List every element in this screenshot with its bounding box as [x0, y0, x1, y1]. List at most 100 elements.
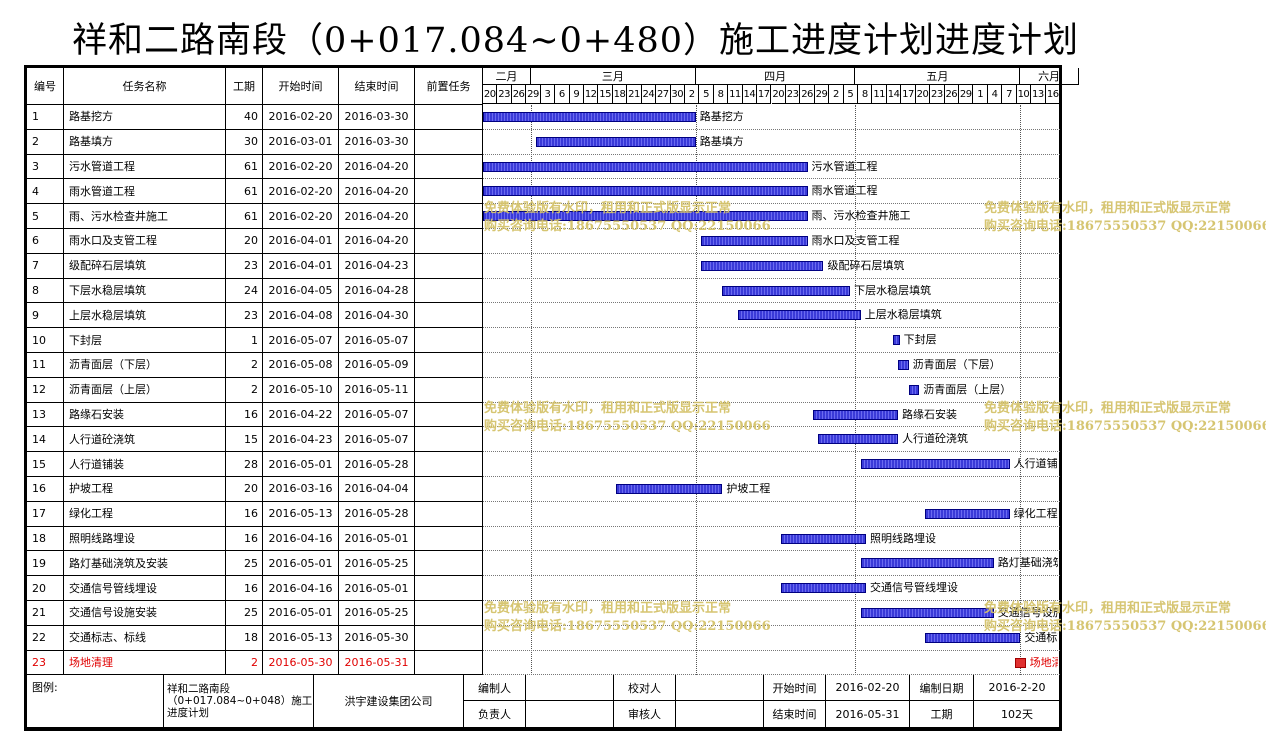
task-duration-cell[interactable]: 23	[226, 303, 263, 329]
task-pred-cell[interactable]	[415, 452, 483, 477]
task-duration-cell[interactable]: 23	[226, 253, 263, 279]
task-duration-cell[interactable]: 16	[226, 402, 263, 428]
task-name-cell[interactable]: 雨水管道工程	[64, 179, 226, 205]
task-no-cell[interactable]: 9	[27, 303, 64, 329]
header-end[interactable]: 结束时间	[339, 68, 415, 105]
task-pred-cell[interactable]	[415, 303, 483, 329]
task-pred-cell[interactable]	[415, 204, 483, 229]
task-end-cell[interactable]: 2016-05-07	[339, 427, 415, 453]
task-start-cell[interactable]: 2016-05-10	[263, 377, 339, 403]
task-start-cell[interactable]: 2016-03-01	[263, 129, 339, 155]
task-pred-cell[interactable]	[415, 526, 483, 552]
task-no-cell[interactable]: 23	[27, 650, 64, 676]
task-start-cell[interactable]: 2016-02-20	[263, 204, 339, 229]
task-name-cell[interactable]: 照明线路埋设	[64, 526, 226, 552]
task-duration-cell[interactable]: 24	[226, 278, 263, 304]
task-end-cell[interactable]: 2016-05-30	[339, 625, 415, 651]
task-name-cell[interactable]: 路灯基础浇筑及安装	[64, 551, 226, 577]
gantt-bar[interactable]	[536, 136, 696, 147]
task-name-cell[interactable]: 护坡工程	[64, 477, 226, 502]
task-start-cell[interactable]: 2016-04-08	[263, 303, 339, 329]
task-start-cell[interactable]: 2016-05-01	[263, 551, 339, 577]
task-no-cell[interactable]: 3	[27, 154, 64, 180]
task-end-cell[interactable]: 2016-04-20	[339, 204, 415, 229]
task-pred-cell[interactable]	[415, 179, 483, 205]
gantt-bar[interactable]	[483, 112, 696, 122]
gantt-bar[interactable]	[483, 186, 808, 197]
task-end-cell[interactable]: 2016-04-28	[339, 278, 415, 304]
header-duration[interactable]: 工期	[226, 68, 263, 105]
task-no-cell[interactable]: 6	[27, 229, 64, 254]
task-no-cell[interactable]: 16	[27, 477, 64, 502]
task-end-cell[interactable]: 2016-05-01	[339, 576, 415, 601]
task-no-cell[interactable]: 17	[27, 501, 64, 527]
task-end-cell[interactable]: 2016-05-11	[339, 377, 415, 403]
task-start-cell[interactable]: 2016-05-30	[263, 650, 339, 676]
gantt-bar[interactable]	[860, 558, 994, 569]
task-duration-cell[interactable]: 2	[226, 353, 263, 378]
task-end-cell[interactable]: 2016-03-30	[339, 105, 415, 130]
task-end-cell[interactable]: 2016-05-07	[339, 328, 415, 353]
gantt-bar[interactable]	[616, 484, 723, 494]
task-end-cell[interactable]: 2016-05-25	[339, 601, 415, 626]
gantt-bar[interactable]	[908, 384, 920, 395]
task-name-cell[interactable]: 下封层	[64, 328, 226, 353]
task-end-cell[interactable]: 2016-05-31	[339, 650, 415, 676]
task-name-cell[interactable]: 路基填方	[64, 129, 226, 155]
task-start-cell[interactable]: 2016-04-16	[263, 526, 339, 552]
task-start-cell[interactable]: 2016-05-08	[263, 353, 339, 378]
task-pred-cell[interactable]	[415, 105, 483, 130]
task-start-cell[interactable]: 2016-04-23	[263, 427, 339, 453]
task-name-cell[interactable]: 下层水稳层填筑	[64, 278, 226, 304]
task-pred-cell[interactable]	[415, 353, 483, 378]
task-end-cell[interactable]: 2016-05-28	[339, 501, 415, 527]
gantt-bar[interactable]	[780, 583, 867, 594]
task-end-cell[interactable]: 2016-03-30	[339, 129, 415, 155]
task-end-cell[interactable]: 2016-04-20	[339, 154, 415, 180]
task-no-cell[interactable]: 11	[27, 353, 64, 378]
task-duration-cell[interactable]: 30	[226, 129, 263, 155]
task-duration-cell[interactable]: 20	[226, 229, 263, 254]
task-pred-cell[interactable]	[415, 601, 483, 626]
task-start-cell[interactable]: 2016-05-13	[263, 501, 339, 527]
gantt-bar[interactable]	[722, 285, 851, 296]
task-duration-cell[interactable]: 40	[226, 105, 263, 130]
task-no-cell[interactable]: 12	[27, 377, 64, 403]
task-no-cell[interactable]: 1	[27, 105, 64, 130]
task-start-cell[interactable]: 2016-05-01	[263, 601, 339, 626]
task-no-cell[interactable]: 2	[27, 129, 64, 155]
task-duration-cell[interactable]: 15	[226, 427, 263, 453]
gantt-bar[interactable]	[738, 310, 861, 321]
task-no-cell[interactable]: 10	[27, 328, 64, 353]
gantt-bar[interactable]	[924, 508, 1010, 519]
task-pred-cell[interactable]	[415, 625, 483, 651]
task-start-cell[interactable]: 2016-04-16	[263, 576, 339, 601]
task-duration-cell[interactable]: 16	[226, 526, 263, 552]
task-duration-cell[interactable]: 28	[226, 452, 263, 477]
task-no-cell[interactable]: 14	[27, 427, 64, 453]
task-end-cell[interactable]: 2016-05-09	[339, 353, 415, 378]
task-duration-cell[interactable]: 1	[226, 328, 263, 353]
task-name-cell[interactable]: 上层水稳层填筑	[64, 303, 226, 329]
task-name-cell[interactable]: 路缘石安装	[64, 402, 226, 428]
task-start-cell[interactable]: 2016-04-05	[263, 278, 339, 304]
task-duration-cell[interactable]: 2	[226, 377, 263, 403]
editor-field[interactable]	[526, 675, 614, 701]
task-duration-cell[interactable]: 61	[226, 179, 263, 205]
gantt-bar[interactable]	[483, 161, 808, 172]
task-name-cell[interactable]: 污水管道工程	[64, 154, 226, 180]
task-no-cell[interactable]: 19	[27, 551, 64, 577]
task-name-cell[interactable]: 交通信号管线埋设	[64, 576, 226, 601]
task-pred-cell[interactable]	[415, 477, 483, 502]
task-start-cell[interactable]: 2016-04-22	[263, 402, 339, 428]
task-pred-cell[interactable]	[415, 576, 483, 601]
task-no-cell[interactable]: 8	[27, 278, 64, 304]
task-no-cell[interactable]: 15	[27, 452, 64, 477]
task-duration-cell[interactable]: 16	[226, 576, 263, 601]
gantt-bar[interactable]	[860, 459, 1010, 470]
task-pred-cell[interactable]	[415, 328, 483, 353]
task-no-cell[interactable]: 18	[27, 526, 64, 552]
task-name-cell[interactable]: 交通信号设施安装	[64, 601, 226, 626]
task-end-cell[interactable]: 2016-05-25	[339, 551, 415, 577]
task-duration-cell[interactable]: 25	[226, 551, 263, 577]
